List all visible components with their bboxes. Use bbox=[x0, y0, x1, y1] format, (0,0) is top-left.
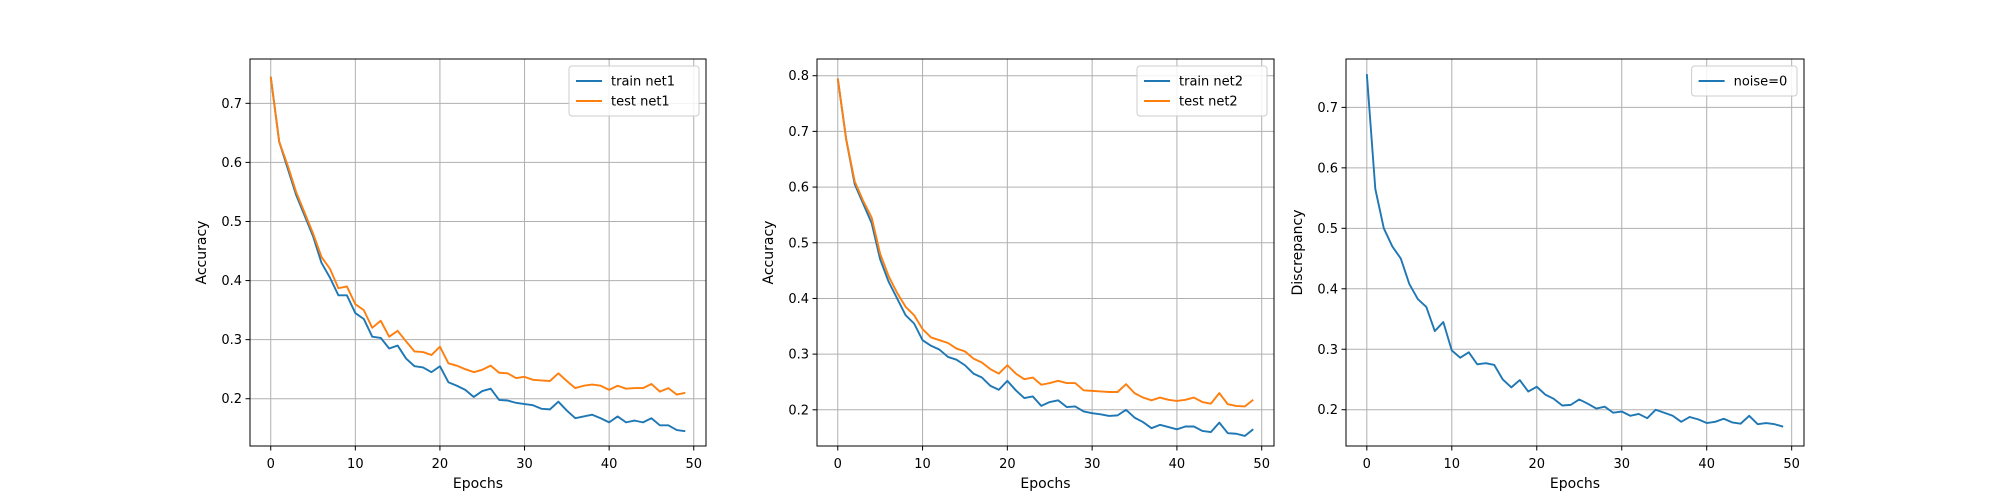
y-tick-label: 0.2 bbox=[1317, 403, 1338, 418]
x-tick-label: 0 bbox=[834, 457, 842, 472]
x-tick-label: 0 bbox=[1363, 457, 1371, 472]
y-tick-label: 0.8 bbox=[788, 69, 809, 84]
axes-frame bbox=[249, 58, 707, 447]
x-tick-label: 30 bbox=[516, 457, 533, 472]
y-tick-label: 0.7 bbox=[1317, 101, 1338, 116]
x-tick-label: 40 bbox=[1698, 457, 1715, 472]
y-axis-label: Accuracy bbox=[761, 221, 777, 285]
x-axis-label: Epochs bbox=[453, 476, 503, 492]
legend: train net2 test net2 bbox=[1136, 65, 1268, 117]
x-tick-label: 30 bbox=[1084, 457, 1101, 472]
axes-frame bbox=[816, 58, 1275, 447]
y-axis-label: Discrepancy bbox=[1290, 209, 1306, 295]
axes-frame bbox=[1345, 58, 1805, 447]
x-tick-label: 50 bbox=[1783, 457, 1800, 472]
series-line-noise-0 bbox=[1365, 74, 1784, 428]
x-tick-label: 50 bbox=[685, 457, 702, 472]
chart-panel-3: 0 10 20 30 40 50 0.2 0.3 0.4 0.5 0.6 0.7 Epochs Discr… bbox=[1290, 58, 1805, 492]
legend-label: train net1 bbox=[611, 75, 675, 90]
series-line-train-net2 bbox=[836, 78, 1254, 437]
x-axis-label: Epochs bbox=[1020, 476, 1070, 492]
series-line-train-net1 bbox=[269, 76, 686, 433]
series-line-test-net1 bbox=[269, 76, 686, 396]
series-line-test-net2 bbox=[836, 78, 1254, 408]
x-tick-label: 40 bbox=[601, 457, 618, 472]
y-tick-label: 0.3 bbox=[1317, 343, 1338, 358]
legend-box bbox=[1691, 65, 1798, 97]
y-tick-label: 0.6 bbox=[221, 156, 242, 171]
y-tick-label: 0.7 bbox=[788, 125, 809, 140]
x-tick-label: 40 bbox=[1169, 457, 1186, 472]
y-tick-label: 0.6 bbox=[1317, 161, 1338, 176]
chart-panel-2: 0 10 20 30 40 50 0.2 0.3 0.4 0.5 0.6 0.7 0.8 Epochs Ac… bbox=[761, 58, 1275, 492]
x-tick-label: 10 bbox=[914, 457, 931, 472]
y-tick-label: 0.5 bbox=[221, 215, 242, 230]
x-tick-label: 20 bbox=[999, 457, 1016, 472]
y-tick-label: 0.4 bbox=[1317, 282, 1338, 297]
y-tick-label: 0.2 bbox=[788, 403, 809, 418]
legend-label: noise=0 bbox=[1734, 75, 1788, 90]
x-tick-label: 10 bbox=[347, 457, 364, 472]
chart-panel-1: 0 10 20 30 40 50 0.2 0.3 0.4 0.5 0.6 0.7 Epochs Accur… bbox=[194, 58, 707, 492]
x-axis-label: Epochs bbox=[1550, 476, 1600, 492]
legend-label: test net1 bbox=[611, 95, 670, 110]
y-tick-label: 0.6 bbox=[788, 181, 809, 196]
legend-box bbox=[568, 65, 700, 117]
y-axis-label: Accuracy bbox=[194, 221, 210, 285]
legend: train net1 test net1 bbox=[568, 65, 700, 117]
y-tick-label: 0.4 bbox=[788, 292, 809, 307]
legend-label: test net2 bbox=[1179, 95, 1238, 110]
y-tick-label: 0.7 bbox=[221, 97, 242, 112]
x-tick-label: 0 bbox=[267, 457, 275, 472]
y-tick-label: 0.5 bbox=[788, 236, 809, 251]
x-tick-label: 20 bbox=[432, 457, 449, 472]
legend-box bbox=[1136, 65, 1268, 117]
y-tick-label: 0.2 bbox=[221, 392, 242, 407]
legend: noise=0 bbox=[1691, 65, 1798, 97]
legend-label: train net2 bbox=[1179, 75, 1243, 90]
x-tick-label: 20 bbox=[1528, 457, 1545, 472]
y-tick-label: 0.4 bbox=[221, 274, 242, 289]
x-tick-label: 10 bbox=[1444, 457, 1461, 472]
y-tick-label: 0.5 bbox=[1317, 222, 1338, 237]
y-tick-label: 0.3 bbox=[221, 333, 242, 348]
plots-group: 0 10 20 30 40 50 0.2 0.3 0.4 0.5 0.6 0.7 Epochs Accur… bbox=[194, 58, 1805, 492]
x-tick-label: 50 bbox=[1253, 457, 1270, 472]
y-tick-label: 0.3 bbox=[788, 348, 809, 363]
x-tick-label: 30 bbox=[1613, 457, 1630, 472]
